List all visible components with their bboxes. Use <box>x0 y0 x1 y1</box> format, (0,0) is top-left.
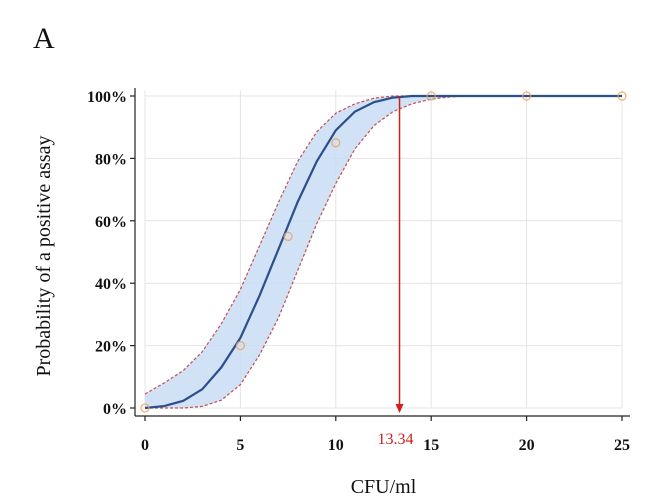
data-point <box>235 340 246 351</box>
x-tick-label: 15 <box>423 437 439 454</box>
x-tick-label: 20 <box>519 437 535 454</box>
axes <box>130 88 630 421</box>
data-point <box>521 91 532 101</box>
data-point <box>331 138 341 148</box>
tick-labels: 0% 20% 40% 60% 80% 100% 0 5 10 15 20 25 <box>87 89 630 454</box>
detection-limit-annotation: 13.34 <box>378 96 414 448</box>
data-point <box>283 231 293 242</box>
y-axis-title: Probability of a positive assay <box>33 135 55 376</box>
x-tick-label: 25 <box>614 437 630 454</box>
observed-points <box>140 91 627 413</box>
annotation-label: 13.34 <box>378 431 414 448</box>
y-tick-label: 80% <box>95 151 127 168</box>
x-tick-label: 5 <box>236 437 244 454</box>
y-tick-label: 40% <box>95 276 127 293</box>
x-tick-label: 10 <box>328 437 344 454</box>
data-point <box>140 403 150 413</box>
y-tick-label: 20% <box>95 339 127 356</box>
panel-label: A <box>33 22 55 55</box>
x-axis-title: CFU/ml <box>351 476 417 498</box>
y-tick-label: 100% <box>87 89 127 106</box>
confidence-band <box>145 96 622 408</box>
data-point <box>426 91 436 101</box>
annotation-arrowhead <box>395 404 404 413</box>
x-tick-label: 0 <box>141 437 149 454</box>
fitted-curve <box>144 94 622 410</box>
y-tick-label: 0% <box>103 401 127 418</box>
y-tick-label: 60% <box>95 214 127 231</box>
data-point <box>617 91 627 101</box>
